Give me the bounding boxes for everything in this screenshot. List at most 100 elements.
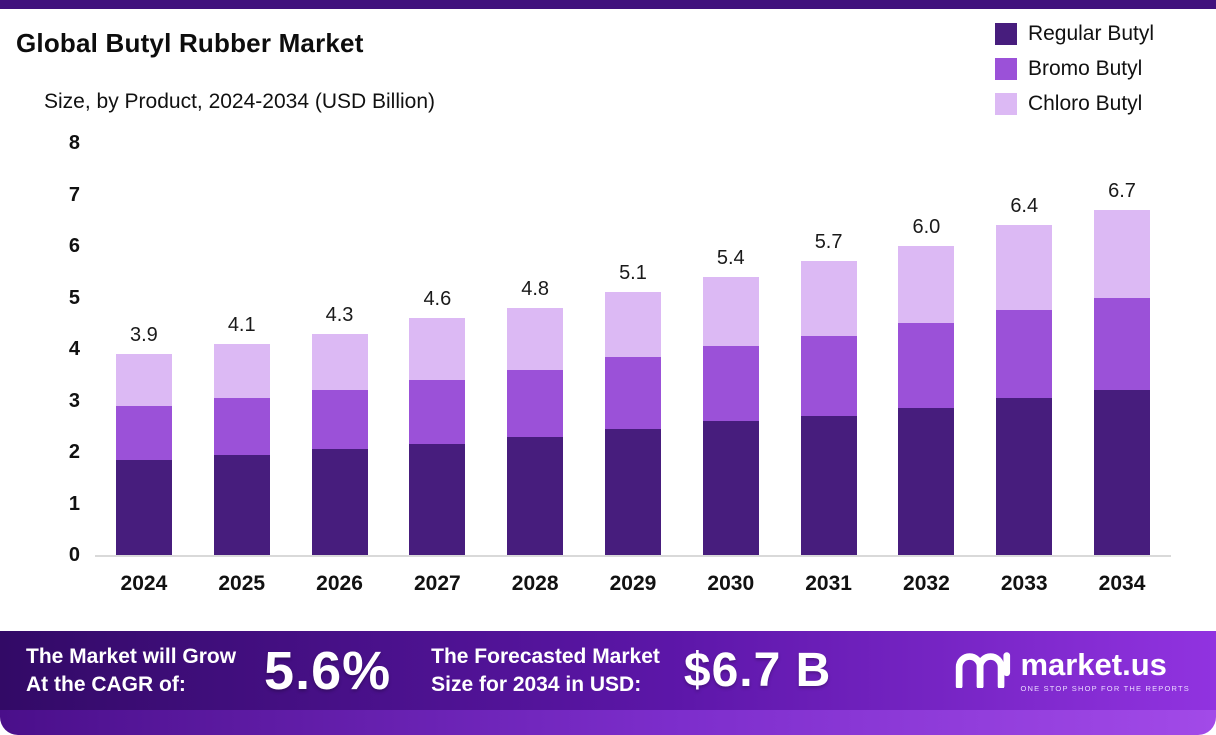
segment-chloro-butyl	[800, 261, 857, 337]
segment-bromo-butyl	[1094, 297, 1151, 391]
bar-stack	[996, 225, 1053, 555]
bar-group: 5.7	[780, 143, 878, 555]
bar-group: 6.7	[1073, 143, 1171, 555]
segment-bromo-butyl	[115, 405, 172, 460]
chart-area: 0 1 2 3 4 5 6 7 8 3.9 4.1 4.3 4.6 4.8 5.1 5.4 5.7 6.0 6.4…	[0, 133, 1216, 565]
y-axis-tick: 3	[68, 389, 80, 412]
page-title: Global Butyl Rubber Market	[16, 28, 364, 58]
x-axis-label: 2026	[316, 572, 363, 595]
y-axis-tick: 5	[68, 286, 80, 309]
legend-item: Chloro Butyl	[994, 92, 1154, 116]
segment-chloro-butyl	[702, 276, 759, 347]
forecast-value: $6.7 B	[683, 644, 832, 697]
segment-bromo-butyl	[311, 390, 368, 450]
segment-regular-butyl	[996, 397, 1053, 555]
bars-row: 3.9 4.1 4.3 4.6 4.8 5.1 5.4 5.7 6.0 6.4 6.7	[95, 143, 1171, 555]
bar-group: 6.0	[878, 143, 976, 555]
plot-area: 3.9 4.1 4.3 4.6 4.8 5.1 5.4 5.7 6.0 6.4 6.7	[95, 143, 1171, 557]
bar-group: 3.9	[95, 143, 193, 555]
legend-swatch	[994, 93, 1017, 115]
segment-bromo-butyl	[996, 310, 1053, 398]
bar-total-label: 3.9	[130, 324, 158, 347]
x-axis-label: 2033	[1000, 572, 1048, 595]
segment-regular-butyl	[409, 444, 466, 555]
segment-chloro-butyl	[996, 225, 1053, 311]
x-axis-label: 2028	[511, 572, 559, 595]
segment-regular-butyl	[898, 408, 955, 555]
bar-total-label: 4.1	[227, 313, 256, 336]
y-axis-tick: 1	[68, 492, 80, 515]
segment-chloro-butyl	[898, 246, 955, 324]
y-axis-tick: 4	[68, 338, 80, 360]
legend-item: Regular Butyl	[994, 22, 1154, 46]
legend: Regular Butyl Bromo Butyl Chloro Butyl	[994, 22, 1154, 116]
bar-stack	[213, 343, 270, 555]
x-axis-label: 2031	[805, 572, 852, 595]
segment-bromo-butyl	[898, 323, 955, 409]
segment-regular-butyl	[604, 428, 661, 555]
x-axis-label: 2032	[903, 572, 950, 595]
page-subtitle: Size, by Product, 2024-2034 (USD Billion…	[44, 90, 436, 113]
segment-chloro-butyl	[409, 318, 466, 380]
brand-tagline: ONE STOP SHOP FOR THE REPORTS	[1020, 683, 1190, 693]
bar-total-label: 5.4	[716, 246, 745, 269]
bar-stack	[409, 318, 466, 555]
segment-bromo-butyl	[702, 346, 759, 422]
bar-group: 5.4	[682, 143, 780, 555]
top-accent-strip	[0, 0, 1216, 9]
segment-bromo-butyl	[800, 336, 857, 416]
x-axis-label: 2025	[218, 572, 266, 595]
segment-chloro-butyl	[604, 292, 661, 357]
x-axis-label: 2029	[609, 572, 657, 595]
segment-bromo-butyl	[604, 356, 661, 429]
bar-total-label: 4.6	[423, 288, 452, 311]
bar-total-label: 6.0	[912, 216, 941, 239]
y-axis-tick: 0	[68, 544, 80, 566]
segment-regular-butyl	[702, 421, 759, 555]
segment-chloro-butyl	[311, 333, 368, 391]
segment-regular-butyl	[1094, 390, 1151, 555]
segment-bromo-butyl	[213, 397, 270, 455]
bar-group: 5.1	[584, 143, 682, 555]
x-axis-label: 2027	[413, 572, 461, 595]
y-axis-tick: 6	[68, 235, 80, 257]
y-axis: 0 1 2 3 4 5 6 7 8	[48, 133, 80, 565]
bar-stack	[702, 276, 759, 555]
cagr-label: The Market will Grow At the CAGR of:	[26, 643, 236, 698]
segment-bromo-butyl	[409, 379, 466, 445]
segment-chloro-butyl	[213, 343, 270, 398]
bar-stack	[1094, 209, 1151, 555]
bar-total-label: 5.7	[814, 231, 843, 254]
segment-chloro-butyl	[1094, 209, 1151, 298]
y-axis-tick: 2	[68, 441, 80, 463]
segment-chloro-butyl	[115, 354, 172, 406]
segment-regular-butyl	[507, 436, 564, 555]
brand-logo-group: market.us ONE STOP SHOP FOR THE REPORTS	[953, 648, 1190, 693]
bar-total-label: 4.8	[521, 277, 550, 300]
bar-total-label: 6.7	[1108, 179, 1136, 202]
bar-stack	[898, 246, 955, 555]
forecast-label-line1: The Forecasted Market	[431, 645, 660, 669]
bar-total-label: 5.1	[619, 262, 647, 285]
brand-text: market.us ONE STOP SHOP FOR THE REPORTS	[1020, 649, 1190, 693]
bar-group: 6.4	[975, 143, 1073, 555]
bottom-banner: The Market will Grow At the CAGR of: 5.6…	[0, 631, 1216, 710]
segment-regular-butyl	[800, 415, 857, 555]
forecast-label: The Forecasted Market Size for 2034 in U…	[431, 643, 660, 698]
cagr-value: 5.6%	[264, 640, 392, 701]
segment-regular-butyl	[311, 449, 368, 555]
bar-group: 4.8	[486, 143, 584, 555]
segment-regular-butyl	[213, 454, 270, 555]
segment-chloro-butyl	[507, 307, 564, 370]
bar-group: 4.1	[193, 143, 291, 555]
bar-stack	[115, 354, 172, 555]
x-axis-label: 2030	[707, 572, 755, 595]
bar-stack	[507, 307, 564, 555]
bar-total-label: 6.4	[1010, 195, 1039, 218]
legend-label: Regular Butyl	[1027, 22, 1154, 45]
bar-stack	[604, 292, 661, 555]
bottom-accent-strip	[0, 710, 1216, 735]
cagr-label-line2: At the CAGR of:	[26, 672, 186, 696]
marketus-logo-icon	[953, 648, 1011, 693]
